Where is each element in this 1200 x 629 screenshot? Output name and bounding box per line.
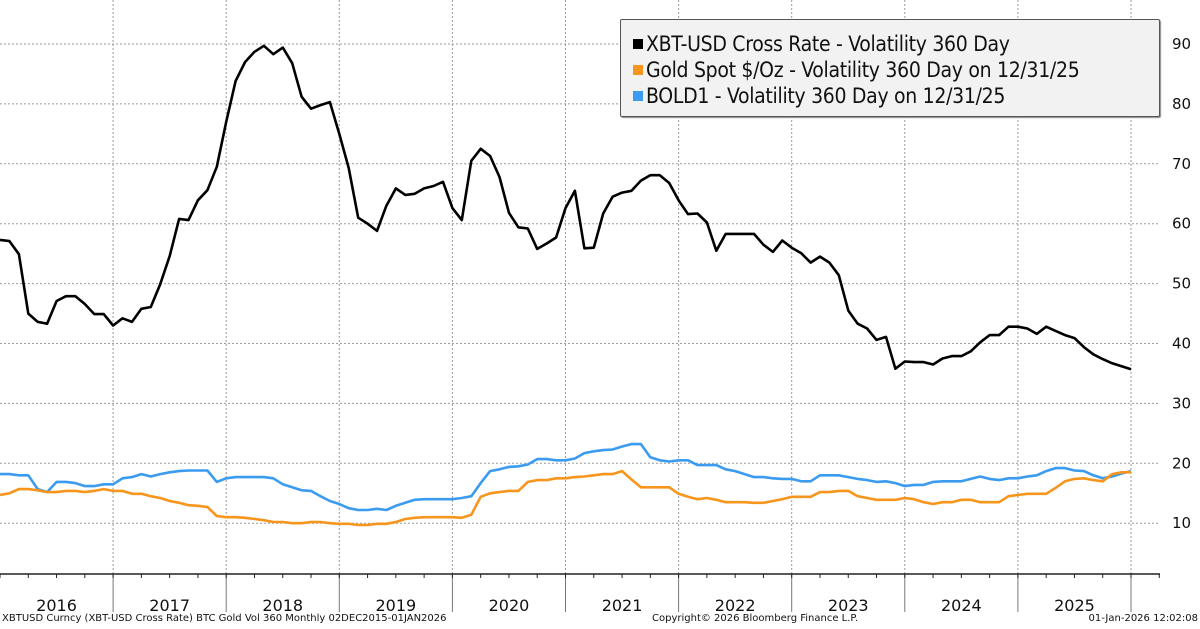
footer-copyright: Copyright© 2026 Bloomberg Finance L.P. xyxy=(652,613,859,624)
y-tick-label: 80 xyxy=(1172,95,1191,113)
x-tick-label: 2025 xyxy=(1054,596,1095,615)
legend-label: Gold Spot $/Oz - Volatility 360 Day on 1… xyxy=(646,58,1080,82)
x-tick-label: 2023 xyxy=(828,596,869,615)
x-tick-label: 2022 xyxy=(715,596,756,615)
legend-swatch-icon xyxy=(633,91,643,101)
y-tick-label: 40 xyxy=(1172,335,1191,353)
legend-label: BOLD1 - Volatility 360 Day on 12/31/25 xyxy=(646,84,1006,108)
legend-label: XBT-USD Cross Rate - Volatility 360 Day xyxy=(646,32,1010,56)
legend: XBT-USD Cross Rate - Volatility 360 Day … xyxy=(620,19,1160,117)
y-tick-label: 90 xyxy=(1172,35,1191,53)
x-tick-label: 2024 xyxy=(941,596,982,615)
legend-item-gold: Gold Spot $/Oz - Volatility 360 Day on 1… xyxy=(633,58,1080,82)
legend-swatch-icon xyxy=(633,65,643,75)
axes xyxy=(0,573,1160,612)
series-line-xbt xyxy=(0,44,1132,371)
x-tick-label: 2020 xyxy=(489,596,530,615)
y-tick-label: 30 xyxy=(1172,394,1191,412)
series-line-gold xyxy=(0,469,1131,527)
y-tick-label: 50 xyxy=(1172,275,1191,293)
x-tick-label: 2021 xyxy=(602,596,643,615)
x-tick-label: 2019 xyxy=(375,596,416,615)
legend-item-bold1: BOLD1 - Volatility 360 Day on 12/31/25 xyxy=(633,84,1005,108)
gridlines xyxy=(0,0,1160,574)
y-tick-label: 70 xyxy=(1172,155,1191,173)
legend-swatch-icon xyxy=(633,39,643,49)
x-tick-label: 2017 xyxy=(149,596,190,615)
tick-labels: 10 20 30 40 50 60 70 80 90 2016 2017 2018 2019 2020 20… xyxy=(36,35,1191,615)
series-line-bold1 xyxy=(0,442,1132,512)
footer-timestamp: 01-Jan-2026 12:02:08 xyxy=(1088,613,1198,624)
series-lines xyxy=(0,44,1132,527)
footer-source: XBTUSD Curncy (XBT-USD Cross Rate) BTC G… xyxy=(2,613,447,624)
y-tick-label: 60 xyxy=(1172,215,1191,233)
x-tick-label: 2018 xyxy=(262,596,303,615)
x-tick-label: 2016 xyxy=(36,596,77,615)
y-tick-label: 10 xyxy=(1172,514,1191,532)
legend-item-xbt: XBT-USD Cross Rate - Volatility 360 Day xyxy=(633,32,1010,56)
y-tick-label: 20 xyxy=(1172,454,1191,472)
